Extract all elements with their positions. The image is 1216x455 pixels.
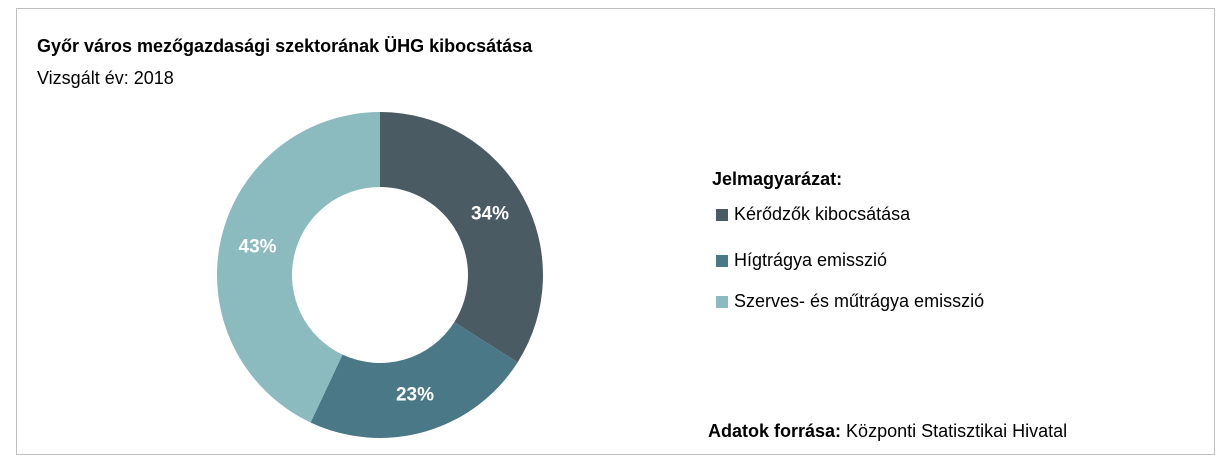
legend-swatch xyxy=(716,209,728,221)
data-label: 34% xyxy=(471,204,509,225)
donut-slice xyxy=(217,112,380,423)
source-label: Adatok forrása: xyxy=(708,421,841,441)
source-text: Központi Statisztikai Hivatal xyxy=(846,421,1067,441)
data-label: 43% xyxy=(239,237,277,258)
chart-border xyxy=(16,8,1215,455)
data-label: 23% xyxy=(396,385,434,406)
donut-slice xyxy=(380,112,543,363)
chart-title: Győr város mezőgazdasági szektorának ÜHG… xyxy=(37,36,533,56)
legend-label: Hígtrágya emisszió xyxy=(734,250,887,270)
legend-label: Szerves- és műtrágya emisszió xyxy=(734,291,984,311)
chart-subtitle: Vizsgált év: 2018 xyxy=(37,68,174,88)
legend-swatch xyxy=(716,296,728,308)
donut-slice xyxy=(310,322,518,438)
legend-title: Jelmagyarázat: xyxy=(712,169,842,189)
legend-label: Kérődzők kibocsátása xyxy=(734,204,911,224)
source: Adatok forrása: Központi Statisztikai Hi… xyxy=(708,421,1067,441)
legend-swatch xyxy=(716,255,728,267)
